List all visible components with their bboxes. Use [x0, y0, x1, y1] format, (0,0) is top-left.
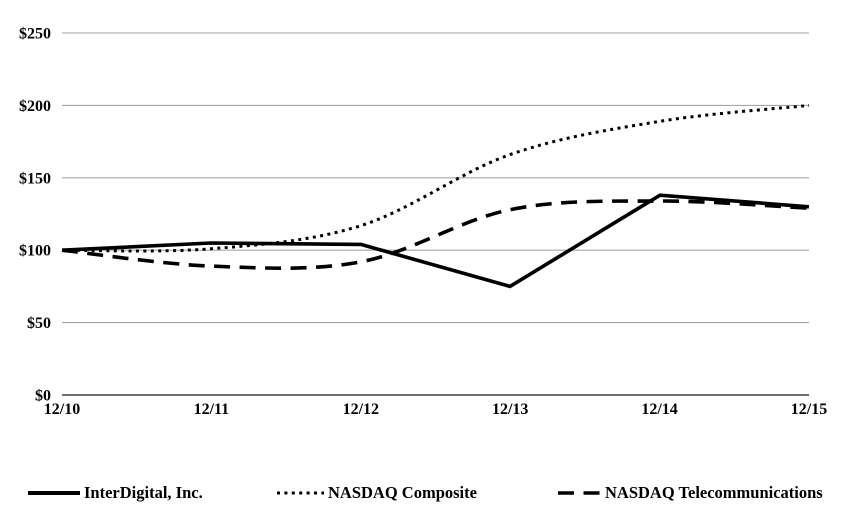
- x-axis-tick-label: 12/11: [194, 401, 230, 418]
- legend-label: InterDigital, Inc.: [84, 483, 203, 502]
- plot-area: $0 $50 $100 $150 $200 $250 12/10 12/11 12/12 12/1…: [19, 26, 827, 419]
- y-axis-tick-label: $50: [27, 315, 51, 332]
- legend-item-interdigital-inc: InterDigital, Inc.: [28, 480, 203, 506]
- solid-line-swatch-icon: [28, 491, 80, 495]
- legend-item-nasdaq-composite: NASDAQ Composite: [277, 480, 477, 506]
- x-axis-tick-label: 12/13: [492, 401, 528, 418]
- x-axis-tick-label: 12/12: [343, 401, 379, 418]
- chart-legend: InterDigital, Inc. NASDAQ Composite NASDAQ…: [0, 480, 863, 510]
- series-line-nasdaq-composite: [61, 103, 810, 253]
- y-axis-tick-label: $150: [19, 170, 51, 187]
- legend-label: NASDAQ Composite: [328, 483, 477, 502]
- x-axis-tick-label: 12/14: [641, 401, 677, 418]
- x-axis-tick-label: 12/10: [44, 401, 80, 418]
- legend-label: NASDAQ Telecommunications: [605, 483, 823, 502]
- x-axis-tick-label: 12/15: [791, 401, 827, 418]
- y-axis-tick-label: $100: [19, 243, 51, 260]
- y-axis-tick-label: $250: [19, 26, 51, 43]
- dashed-line-swatch-icon: [558, 491, 601, 495]
- dotted-line-swatch-icon: [277, 491, 324, 495]
- y-axis-tick-label: $0: [35, 388, 51, 405]
- series-line-nasdaq-telecommunications: [61, 199, 810, 270]
- series-line-interdigital-inc: [61, 193, 810, 289]
- legend-item-nasdaq-telecommunications: NASDAQ Telecommunications: [558, 480, 823, 506]
- y-axis-tick-label: $200: [19, 98, 51, 115]
